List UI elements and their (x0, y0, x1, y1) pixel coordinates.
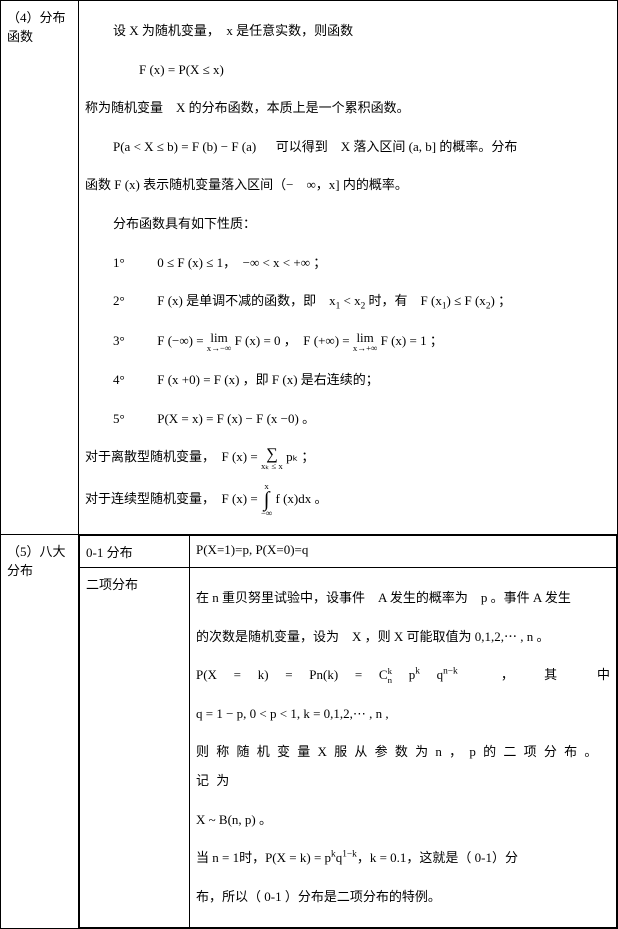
row4-prop1: 1° 0 ≤ F (x) ≤ 1， −∞ < x < +∞ ； (85, 249, 611, 278)
row4-eq2-line: P(a < X ≤ b) = F (b) − F (a) 可以得到 X 落入区间… (85, 133, 611, 162)
prop5-body: P(X = x) = F (x) − F (x −0) 。 (157, 411, 315, 426)
binom-line1a: 在 n 重贝努里试验中，设事件 A 发生的概率为 p 。事件 A 发生 (196, 584, 610, 613)
row4-intro3: 函数 F (x) 表示随机变量落入区间（− ∞，x] 内的概率。 (85, 171, 611, 200)
integral-block: x∫−∞ (261, 482, 272, 518)
prop1-body: 0 ≤ F (x) ≤ 1， −∞ < x < +∞ ； (157, 255, 326, 270)
prop1-no: 1° (113, 255, 125, 270)
row4-intro2: 称为随机变量 X 的分布函数，本质上是一个累积函数。 (85, 94, 611, 123)
row4-prop2: 2° F (x) 是单调不减的函数，即 x1 < x2 时，有 F (x1) ≤… (85, 287, 611, 317)
lim-block-2: limx→+∞ (353, 331, 378, 353)
dist-binomial-name: 二项分布 (80, 568, 190, 928)
prop4-body: F (x +0) = F (x) ，即 F (x) 是右连续的； (157, 372, 379, 387)
prop3-body: F (−∞) = limx→−∞ F (x) = 0 ， F (+∞) = li… (157, 333, 443, 348)
row4-eq1: F (x) = P(X ≤ x) (85, 56, 611, 85)
row4-content-cell: 设 X 为随机变量， x 是任意实数，则函数 F (x) = P(X ≤ x) … (79, 1, 618, 535)
row-eight-distributions: （5）八大 分布 0-1 分布 P(X=1)=p, P(X=0)=q 二项分布 … (1, 535, 618, 929)
discrete-text-b: pₖ ； (286, 449, 314, 464)
row4-discrete: 对于离散型随机变量， F (x) = ∑xₖ ≤ x pₖ ； (85, 443, 611, 472)
prop5-no: 5° (113, 411, 125, 426)
binom-eq: P(X = k) = Pn(k) = Ckn pk qn−k (196, 667, 474, 682)
dist-binomial-body: 在 n 重贝努里试验中，设事件 A 发生的概率为 p 。事件 A 发生 的次数是… (190, 568, 617, 928)
binom-line5b: 布，所以（ 0-1 ）分布是二项分布的特例。 (196, 883, 610, 912)
cont-text-b: f (x)dx 。 (276, 491, 328, 506)
row4-label-line2: 函数 (7, 26, 72, 45)
row4-props-head: 分布函数具有如下性质： (85, 210, 611, 239)
row5-inner-table: 0-1 分布 P(X=1)=p, P(X=0)=q 二项分布 在 n 重贝努里试… (79, 535, 617, 928)
binom-eq-right: 其 中 (544, 667, 610, 682)
row4-label-line1: （4）分布 (7, 7, 72, 26)
row4-continuous: 对于连续型随机变量， F (x) = x∫−∞ f (x)dx 。 (85, 482, 611, 518)
binom-eq-line: P(X = k) = Pn(k) = Ckn pk qn−k ， 其 中 (196, 661, 610, 690)
prop2-no: 2° (113, 293, 125, 308)
sum-block: ∑xₖ ≤ x (261, 446, 283, 471)
row4-eq2-right: 可以得到 X 落入区间 (a, b] 的概率。分布 (276, 139, 518, 154)
row4-label-cell: （4）分布 函数 (1, 1, 79, 535)
row4-intro1: 设 X 为随机变量， x 是任意实数，则函数 (85, 17, 611, 46)
dist-0-1-row: 0-1 分布 P(X=1)=p, P(X=0)=q (80, 536, 617, 568)
dist-binomial-row: 二项分布 在 n 重贝努里试验中，设事件 A 发生的概率为 p 。事件 A 发生… (80, 568, 617, 928)
lim-block-1: limx→−∞ (207, 331, 232, 353)
binom-line4: X ~ B(n, p) 。 (196, 806, 610, 835)
row4-prop5: 5° P(X = x) = F (x) − F (x −0) 。 (85, 405, 611, 434)
discrete-text-a: 对于离散型随机变量， F (x) = (85, 449, 261, 464)
dist-0-1-name: 0-1 分布 (80, 536, 190, 568)
row4-eq2-left: P(a < X ≤ b) = F (b) − F (a) (113, 139, 256, 154)
cont-text-a: 对于连续型随机变量， F (x) = (85, 491, 261, 506)
binom-line3: 则 称 随 机 变 量 X 服 从 参 数 为 n ， p 的 二 项 分 布 … (196, 738, 610, 795)
binom-cond: q = 1 − p, 0 < p < 1, k = 0,1,2,⋯ , n , (196, 700, 610, 729)
prop3-no: 3° (113, 333, 125, 348)
prop4-no: 4° (113, 372, 125, 387)
prop2-body: F (x) 是单调不减的函数，即 x1 < x2 时，有 F (x1) ≤ F … (157, 293, 511, 308)
row5-label-line1: （5）八大 (7, 541, 72, 560)
row-distribution-function: （4）分布 函数 设 X 为随机变量， x 是任意实数，则函数 F (x) = … (1, 1, 618, 535)
row4-prop3: 3° F (−∞) = limx→−∞ F (x) = 0 ， F (+∞) =… (85, 327, 611, 356)
dist-0-1-body: P(X=1)=p, P(X=0)=q (190, 536, 617, 568)
row5-content-cell: 0-1 分布 P(X=1)=p, P(X=0)=q 二项分布 在 n 重贝努里试… (79, 535, 618, 929)
row5-label-cell: （5）八大 分布 (1, 535, 79, 929)
binom-line1b: 的次数是随机变量，设为 X ，则 X 可能取值为 0,1,2,⋯ , n 。 (196, 623, 610, 652)
row5-label-line2: 分布 (7, 560, 72, 579)
row4-prop4: 4° F (x +0) = F (x) ，即 F (x) 是右连续的； (85, 366, 611, 395)
main-table: （4）分布 函数 设 X 为随机变量， x 是任意实数，则函数 F (x) = … (0, 0, 618, 929)
binom-line5a: 当 n = 1时，P(X = k) = pkq1−k，k = 0.1，这就是（ … (196, 844, 610, 873)
